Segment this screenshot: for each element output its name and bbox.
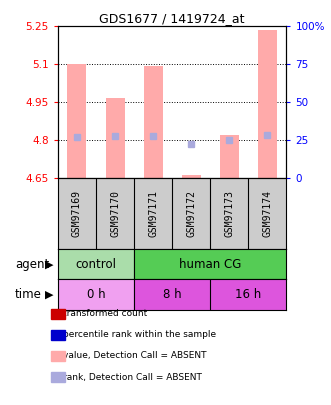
Text: time: time — [15, 288, 42, 301]
Bar — [182, 175, 201, 178]
Bar — [210, 279, 286, 310]
Bar — [134, 249, 286, 279]
Text: ▶: ▶ — [45, 290, 54, 300]
Text: rank, Detection Call = ABSENT: rank, Detection Call = ABSENT — [63, 373, 202, 382]
Text: GSM97169: GSM97169 — [72, 190, 82, 237]
Text: control: control — [75, 258, 117, 271]
Text: GSM97172: GSM97172 — [186, 190, 196, 237]
Bar — [58, 279, 134, 310]
Bar — [68, 64, 86, 178]
Text: 16 h: 16 h — [235, 288, 261, 301]
Text: human CG: human CG — [179, 258, 241, 271]
Text: value, Detection Call = ABSENT: value, Detection Call = ABSENT — [63, 352, 207, 360]
Bar — [134, 279, 210, 310]
Text: GSM97173: GSM97173 — [224, 190, 234, 237]
Bar — [144, 66, 163, 178]
Bar — [220, 135, 239, 178]
Text: transformed count: transformed count — [63, 309, 147, 318]
Text: GSM97171: GSM97171 — [148, 190, 158, 237]
Text: 0 h: 0 h — [87, 288, 105, 301]
Bar — [58, 249, 134, 279]
Text: ▶: ▶ — [45, 259, 54, 269]
Bar — [258, 30, 277, 178]
Text: 8 h: 8 h — [163, 288, 181, 301]
Text: GSM97174: GSM97174 — [262, 190, 272, 237]
Bar — [106, 98, 124, 178]
Title: GDS1677 / 1419724_at: GDS1677 / 1419724_at — [99, 12, 245, 25]
Text: percentile rank within the sample: percentile rank within the sample — [63, 330, 216, 339]
Text: GSM97170: GSM97170 — [110, 190, 120, 237]
Text: agent: agent — [15, 258, 49, 271]
